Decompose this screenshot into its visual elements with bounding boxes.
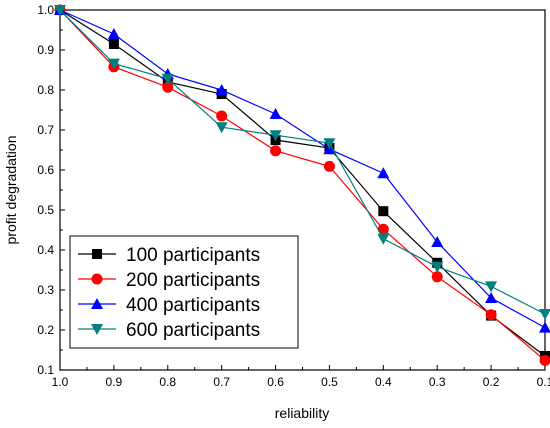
data-point-600-participants xyxy=(431,261,444,273)
x-tick-label: 0.4 xyxy=(375,375,392,389)
data-point-600-participants xyxy=(107,58,120,70)
data-point-400-participants xyxy=(269,108,282,119)
data-point-400-participants xyxy=(431,236,444,247)
y-axis-title: profit degradation xyxy=(3,136,19,245)
legend-label-200-participants: 200 participants xyxy=(126,270,260,291)
y-tick-label: 0.4 xyxy=(37,243,54,257)
data-point-600-participants xyxy=(215,122,228,134)
x-axis-ticks: 1.0 0.9 0.8 0.7 0.6 0.5 0.4 0.3 0.2 0.1 xyxy=(52,365,550,389)
y-tick-label: 0.1 xyxy=(37,363,54,377)
y-tick-label: 0.9 xyxy=(37,43,54,57)
legend-marker-600-participants xyxy=(91,324,103,335)
x-tick-label: 0.9 xyxy=(106,375,123,389)
data-point-100-participants xyxy=(378,206,389,217)
x-tick-label: 0.3 xyxy=(429,375,446,389)
x-tick-label: 0.8 xyxy=(159,375,176,389)
data-point-600-participants xyxy=(485,281,498,293)
series-line-600-participants xyxy=(59,9,546,315)
legend-label-600-participants: 600 participants xyxy=(126,320,260,341)
data-point-200-participants xyxy=(539,354,550,366)
series-line-200-participants xyxy=(59,9,546,361)
y-tick-label: 0.3 xyxy=(37,283,54,297)
legend-label-100-participants: 100 participants xyxy=(126,245,260,266)
y-tick-label: 1.0 xyxy=(37,3,54,17)
data-point-200-participants xyxy=(216,110,228,122)
y-tick-label: 0.8 xyxy=(37,83,54,97)
x-tick-label: 0.1 xyxy=(537,375,550,389)
legend-marker-200-participants xyxy=(91,273,103,285)
data-point-200-participants xyxy=(485,309,497,321)
series-layer xyxy=(54,4,550,366)
y-tick-label: 0.2 xyxy=(37,323,54,337)
data-point-400-participants xyxy=(107,28,120,39)
y-tick-label: 0.7 xyxy=(37,123,54,137)
y-tick-label: 0.6 xyxy=(37,163,54,177)
data-point-200-participants xyxy=(431,271,443,283)
data-point-600-participants xyxy=(323,138,336,150)
x-tick-label: 1.0 xyxy=(52,375,69,389)
series-line-100-participants xyxy=(59,9,546,357)
legend: 100 participants 200 participants 400 part… xyxy=(69,235,299,349)
data-point-400-participants xyxy=(377,167,390,179)
series-600-participants xyxy=(54,5,550,320)
x-tick-label: 0.5 xyxy=(321,375,338,389)
legend-marker-400-participants xyxy=(91,298,103,309)
legend-marker-100-participants xyxy=(92,249,102,259)
series-400-participants xyxy=(54,4,550,333)
data-point-200-participants xyxy=(323,160,335,172)
legend-label-400-participants: 400 participants xyxy=(126,295,260,316)
data-point-600-participants xyxy=(539,309,550,320)
data-point-200-participants xyxy=(162,81,174,93)
x-tick-label: 0.7 xyxy=(213,375,230,389)
data-point-600-participants xyxy=(269,130,282,142)
data-point-600-participants xyxy=(54,5,66,16)
data-point-600-participants xyxy=(377,233,390,245)
y-axis-ticks: 0.1 0.2 0.3 0.4 0.5 0.6 0.7 0.8 0.9 1.0 xyxy=(37,3,65,377)
data-point-400-participants xyxy=(485,292,498,303)
data-point-200-participants xyxy=(377,223,389,235)
data-point-400-participants xyxy=(215,84,228,95)
data-point-600-participants xyxy=(161,73,174,85)
x-tick-label: 0.6 xyxy=(267,375,284,389)
y-tick-label: 0.5 xyxy=(37,203,54,217)
data-point-400-participants xyxy=(539,321,550,333)
data-point-100-participants xyxy=(108,39,119,49)
x-tick-label: 0.2 xyxy=(483,375,500,389)
series-line-400-participants xyxy=(59,9,546,329)
data-point-200-participants xyxy=(270,145,282,157)
x-axis-title: reliability xyxy=(275,405,329,421)
